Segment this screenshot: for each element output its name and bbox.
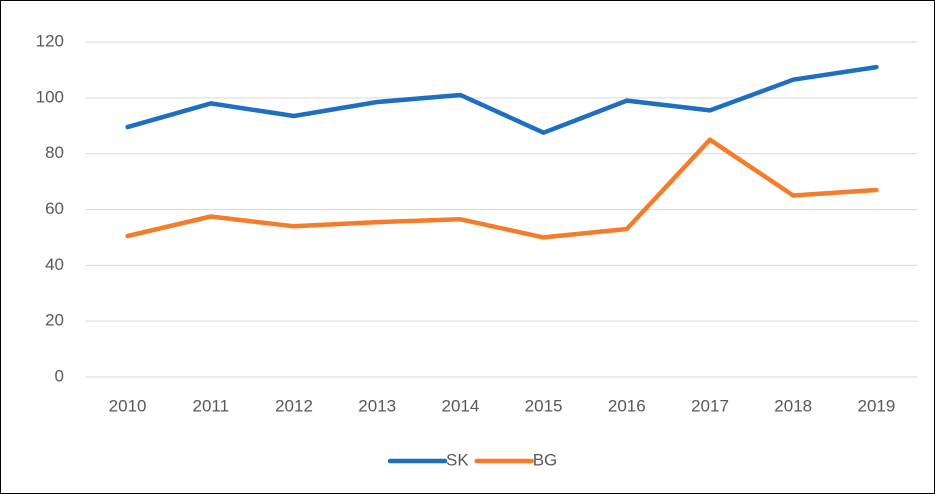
y-tick-label: 80 [45,143,64,162]
series-line [125,64,879,135]
x-tick-label: 2013 [358,396,396,415]
y-tick-label: 0 [55,366,64,385]
x-tick-label: 2017 [691,396,729,415]
legend-label: SK [446,450,469,469]
y-tick-label: 40 [45,255,64,274]
x-tick-label: 2010 [109,396,147,415]
legend-label: BG [533,450,558,469]
x-tick-label: 2014 [441,396,479,415]
x-tick-label: 2016 [608,396,646,415]
x-tick-label: 2011 [193,396,230,415]
x-tick-label: 2012 [275,396,313,415]
x-tick-label: 2015 [525,396,563,415]
y-tick-label: 20 [45,311,64,330]
y-tick-label: 100 [36,87,64,106]
x-tick-label: 2018 [774,396,812,415]
y-tick-label: 60 [45,199,64,218]
series-line [125,137,879,240]
x-tick-label: 2019 [857,396,895,415]
y-tick-label: 120 [36,31,64,50]
